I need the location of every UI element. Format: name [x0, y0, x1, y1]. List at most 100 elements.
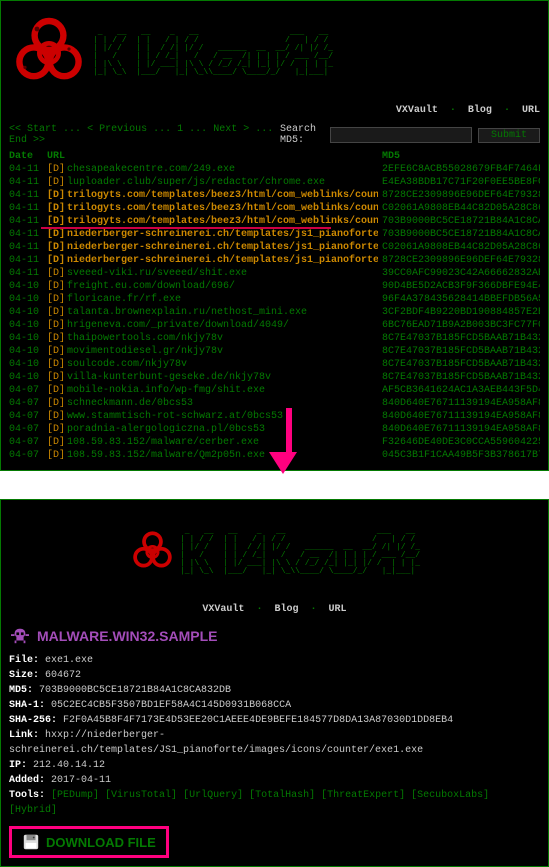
row-md5[interactable]: 703B9000BC5CE18721B84A1C8CA832DB: [382, 215, 540, 228]
table-row[interactable]: 04-11[D]niederberger-schreinerei.ch/temp…: [9, 228, 540, 241]
row-url[interactable]: villa-kunterbunt-geseke.de/nkjy78v: [67, 371, 378, 384]
row-url[interactable]: niederberger-schreinerei.ch/templates/js…: [67, 241, 378, 254]
row-md5[interactable]: 2EFE6C8ACB55028679FB4F7464FBFEBA: [382, 163, 540, 176]
nav-url[interactable]: URL: [522, 105, 540, 116]
table-row[interactable]: 04-10[D]movimentodiesel.gr/nkjy78v8C7E47…: [9, 345, 540, 358]
table-row[interactable]: 04-10[D]thaipowertools.com/nkjy78v8C7E47…: [9, 332, 540, 345]
row-url[interactable]: floricane.fr/rf.exe: [67, 293, 378, 306]
table-row[interactable]: 04-11[D]niederberger-schreinerei.ch/temp…: [9, 254, 540, 267]
table-row[interactable]: 04-11[D]trilogyts.com/templates/beez3/ht…: [9, 202, 540, 215]
row-dump[interactable]: [D]: [47, 202, 63, 215]
row-md5[interactable]: 840D640E76711139194EA958AF8CA457: [382, 423, 540, 436]
tool-link[interactable]: [PEDump]: [51, 790, 99, 801]
row-url[interactable]: trilogyts.com/templates/beez3/html/com_w…: [67, 202, 378, 215]
row-dump[interactable]: [D]: [47, 384, 63, 397]
row-dump[interactable]: [D]: [47, 280, 63, 293]
row-md5[interactable]: E4EA38BDB17C71F20F0EE5BE8FC0037: [382, 176, 540, 189]
table-row[interactable]: 04-07[D]www.stammtisch-rot-schwarz.at/0b…: [9, 410, 540, 423]
table-row[interactable]: 04-10[D]freight.eu.com/download/696/90D4…: [9, 280, 540, 293]
row-dump[interactable]: [D]: [47, 293, 63, 306]
row-url[interactable]: thaipowertools.com/nkjy78v: [67, 332, 378, 345]
nav-url-2[interactable]: URL: [329, 604, 347, 615]
nav-vxvault-2[interactable]: VXVault: [202, 604, 244, 615]
pager-prev[interactable]: < Previous: [87, 124, 147, 135]
row-dump[interactable]: [D]: [47, 345, 63, 358]
row-dump[interactable]: [D]: [47, 306, 63, 319]
row-url[interactable]: chesapeakecentre.com/249.exe: [67, 163, 378, 176]
row-md5[interactable]: 6BC76EAD71B9A2B003BC3FC77F06F4B6: [382, 319, 540, 332]
table-row[interactable]: 04-11[D]niederberger-schreinerei.ch/temp…: [9, 241, 540, 254]
tool-link[interactable]: [VirusTotal]: [99, 790, 177, 801]
pager-next[interactable]: Next >: [213, 124, 249, 135]
row-url[interactable]: freight.eu.com/download/696/: [67, 280, 378, 293]
row-md5[interactable]: 8C7E47037B185FCD5BAAB71B432EC7E3: [382, 345, 540, 358]
search-input[interactable]: [330, 127, 472, 143]
row-md5[interactable]: 8728CE2309896E96DEF64E79328D4BD2: [382, 254, 540, 267]
row-url[interactable]: luploader.club/super/js/redactor/chrome.…: [67, 176, 378, 189]
table-row[interactable]: 04-11[D]trilogyts.com/templates/beez3/ht…: [9, 189, 540, 202]
row-url[interactable]: niederberger-schreinerei.ch/templates/js…: [67, 254, 378, 267]
row-md5[interactable]: 90D4BE5D2ACB3F9F366DBFE94E4FAE3C: [382, 280, 540, 293]
row-dump[interactable]: [D]: [47, 449, 63, 462]
pager-start[interactable]: << Start: [9, 124, 57, 135]
row-url[interactable]: 108.59.83.152/malware/Qm2p05n.exe: [67, 449, 378, 462]
row-dump[interactable]: [D]: [47, 254, 63, 267]
table-row[interactable]: 04-11[D]chesapeakecentre.com/249.exe2EFE…: [9, 163, 540, 176]
row-dump[interactable]: [D]: [47, 241, 63, 254]
row-md5[interactable]: 840D640E76711139194EA958AF8CA457: [382, 410, 540, 423]
submit-button[interactable]: Submit: [478, 128, 540, 143]
table-row[interactable]: 04-11[D]luploader.club/super/js/redactor…: [9, 176, 540, 189]
row-url[interactable]: niederberger-schreinerei.ch/templates/js…: [67, 228, 378, 241]
row-md5[interactable]: F32646DE40DE3C0CCA5596042256E471A: [382, 436, 540, 449]
row-url[interactable]: trilogyts.com/templates/beez3/html/com_w…: [67, 189, 378, 202]
row-url[interactable]: movimentodiesel.gr/nkjy78v: [67, 345, 378, 358]
row-dump[interactable]: [D]: [47, 397, 63, 410]
row-url[interactable]: hrigeneva.com/_private/download/4049/: [67, 319, 378, 332]
row-md5[interactable]: 045C3B1F1CAA49B5F3B378617B7A8D9DC: [382, 449, 540, 462]
row-md5[interactable]: 8C7E47037B185FCD5BAAB71B432EC7E3: [382, 332, 540, 345]
table-row[interactable]: 04-10[D]floricane.fr/rf.exe96F4A37843562…: [9, 293, 540, 306]
row-dump[interactable]: [D]: [47, 163, 63, 176]
row-md5[interactable]: 8728CE2309896E96DEF64E79328D4BD2: [382, 189, 540, 202]
row-md5[interactable]: 96F4A378435628414BBEFDB56A5330E: [382, 293, 540, 306]
row-url[interactable]: talanta.brownexplain.ru/nethost_mini.exe: [67, 306, 378, 319]
tool-link[interactable]: [Hybrid]: [9, 805, 57, 816]
nav-vxvault[interactable]: VXVault: [396, 105, 438, 116]
row-dump[interactable]: [D]: [47, 189, 63, 202]
row-md5[interactable]: AF5CB3641624AC1A3AEB443F5D4EFBCA2: [382, 384, 540, 397]
row-url[interactable]: www.stammtisch-rot-schwarz.at/0bcs53: [67, 410, 378, 423]
pager-end[interactable]: End >>: [9, 135, 45, 146]
tool-link[interactable]: [SecuboxLabs]: [405, 790, 489, 801]
row-md5[interactable]: C02061A9808EB44C82D05A28C86133DC: [382, 241, 540, 254]
table-row[interactable]: 04-11[D]sveeed-viki.ru/sveeed/shit.exe39…: [9, 267, 540, 280]
row-md5[interactable]: 703B9000BC5CE18721B84A1C8CA832DB: [382, 228, 540, 241]
row-url[interactable]: schneckmann.de/0bcs53: [67, 397, 378, 410]
row-dump[interactable]: [D]: [47, 410, 63, 423]
row-md5[interactable]: C02061A9808EB44C82D05A28C86133DC: [382, 202, 540, 215]
row-md5[interactable]: 8C7E47037B185FCD5BAAB71B432EC7E3: [382, 371, 540, 384]
nav-blog[interactable]: Blog: [468, 105, 492, 116]
table-row[interactable]: 04-07[D]poradnia-alergologiczna.pl/0bcs5…: [9, 423, 540, 436]
row-md5[interactable]: 840D640E76711139194EA958AF8CA457: [382, 397, 540, 410]
row-dump[interactable]: [D]: [47, 423, 63, 436]
table-row[interactable]: 04-07[D]schneckmann.de/0bcs53840D640E767…: [9, 397, 540, 410]
download-file-button[interactable]: DOWNLOAD FILE: [9, 826, 169, 858]
row-dump[interactable]: [D]: [47, 267, 63, 280]
row-md5[interactable]: 3CF2BDF4B9220BD190884857E2B7D755: [382, 306, 540, 319]
row-dump[interactable]: [D]: [47, 436, 63, 449]
row-dump[interactable]: [D]: [47, 176, 63, 189]
table-row[interactable]: 04-10[D]villa-kunterbunt-geseke.de/nkjy7…: [9, 371, 540, 384]
table-row[interactable]: 04-10[D]talanta.brownexplain.ru/nethost_…: [9, 306, 540, 319]
row-dump[interactable]: [D]: [47, 371, 63, 384]
row-url[interactable]: poradnia-alergologiczna.pl/0bcs53: [67, 423, 378, 436]
table-row[interactable]: 04-10[D]hrigeneva.com/_private/download/…: [9, 319, 540, 332]
row-md5[interactable]: 39CC0AFC99023C42A66662832AE73BD2: [382, 267, 540, 280]
row-md5[interactable]: 8C7E47037B185FCD5BAAB71B432EC7E3: [382, 358, 540, 371]
row-dump[interactable]: [D]: [47, 358, 63, 371]
tool-link[interactable]: [ThreatExpert]: [315, 790, 405, 801]
tool-link[interactable]: [UrlQuery]: [177, 790, 243, 801]
row-url[interactable]: soulcode.com/nkjy78v: [67, 358, 378, 371]
row-url[interactable]: 108.59.83.152/malware/cerber.exe: [67, 436, 378, 449]
row-url[interactable]: mobile-nokia.info/wp-fmg/shit.exe: [67, 384, 378, 397]
tool-link[interactable]: [TotalHash]: [243, 790, 315, 801]
